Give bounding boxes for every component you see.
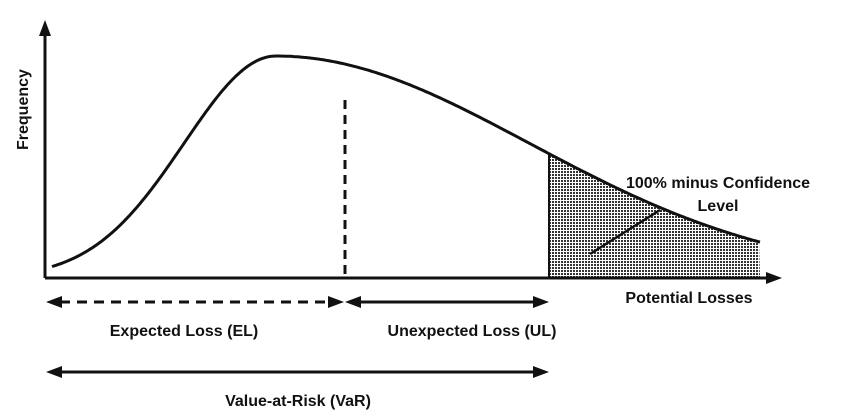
x-axis-arrowhead <box>766 272 782 284</box>
y-axis-arrowhead <box>39 20 51 36</box>
expected-loss-arrow <box>46 296 344 308</box>
expected-loss-label: Expected Loss (EL) <box>110 323 258 340</box>
tail-pointer-line <box>589 208 661 256</box>
x-axis <box>45 272 782 284</box>
value-at-risk-label: Value-at-Risk (VaR) <box>225 393 371 410</box>
y-axis-label: Frequency <box>15 69 32 150</box>
y-axis <box>39 20 51 278</box>
unexpected-loss-label: Unexpected Loss (UL) <box>388 323 557 340</box>
tail-shaded-area <box>549 153 760 278</box>
tail-label-line1: 100% minus Confidence <box>626 175 810 192</box>
unexpected-loss-arrow <box>345 296 549 308</box>
loss-distribution-curve <box>51 54 761 268</box>
value-at-risk-arrow <box>46 366 549 378</box>
tail-label-line2: Level <box>698 198 739 215</box>
x-axis-label: Potential Losses <box>625 290 752 307</box>
